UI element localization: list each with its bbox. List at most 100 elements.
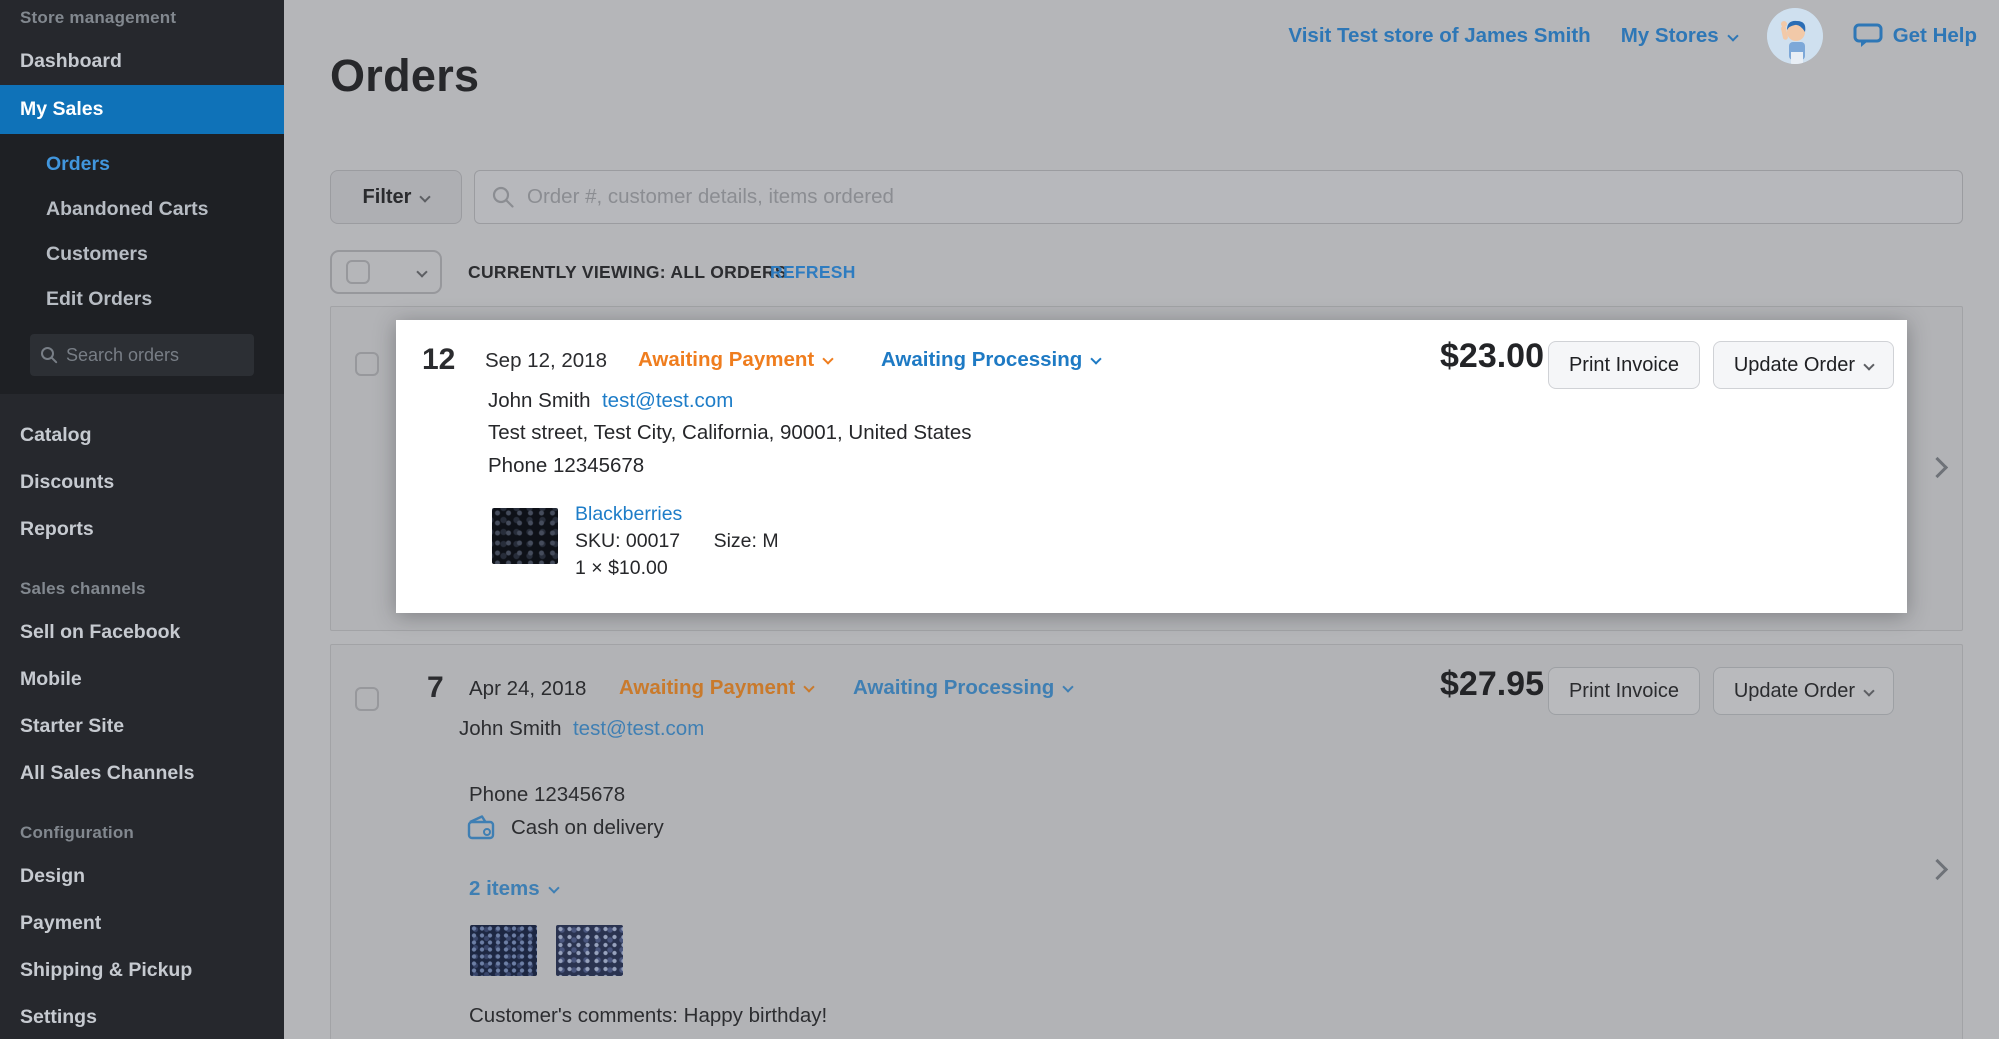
sidebar-item-edit-orders[interactable]: Edit Orders: [46, 288, 153, 310]
refresh-link[interactable]: REFRESH: [770, 262, 856, 282]
visit-store-link[interactable]: Visit Test store of James Smith: [1288, 24, 1591, 47]
order-number: 12: [422, 343, 456, 376]
update-order-label: Update Order: [1733, 353, 1855, 376]
order-date: Apr 24, 2018: [469, 677, 587, 700]
order-number: 7: [427, 671, 444, 704]
wallet-icon: [467, 815, 495, 840]
sidebar-item-shipping-pickup[interactable]: Shipping & Pickup: [20, 959, 193, 981]
avatar[interactable]: [1766, 8, 1823, 64]
sidebar-item-all-sales-channels[interactable]: All Sales Channels: [20, 762, 195, 784]
sidebar-section-sales-channels: Sales channels: [20, 579, 146, 598]
customer-line: John Smith test@test.com: [488, 389, 733, 413]
chevron-down-icon: [419, 191, 432, 203]
order-search-field[interactable]: [474, 170, 1963, 224]
payment-status-dropdown[interactable]: Awaiting Payment: [619, 676, 815, 700]
fulfillment-status-label: Awaiting Processing: [881, 348, 1083, 371]
chevron-down-icon: [1863, 685, 1875, 697]
chevron-down-icon: [547, 882, 560, 894]
customer-phone: Phone 12345678: [469, 783, 626, 806]
fulfillment-status-dropdown[interactable]: Awaiting Processing: [853, 676, 1074, 700]
print-invoice-button[interactable]: Print Invoice: [1547, 667, 1700, 715]
page-title: Orders: [330, 50, 480, 101]
currently-viewing-label: CURRENTLY VIEWING: ALL ORDERS: [468, 262, 787, 282]
sidebar-order-search[interactable]: [30, 334, 254, 376]
chevron-down-icon: [803, 681, 815, 693]
get-help-label: Get Help: [1892, 24, 1977, 47]
my-stores-dropdown[interactable]: My Stores: [1620, 24, 1739, 48]
search-icon: [41, 347, 58, 364]
chevron-down-icon: [1863, 359, 1875, 371]
sidebar-item-settings[interactable]: Settings: [20, 1006, 97, 1028]
order-card-7: 7 Apr 24, 2018 Awaiting Payment Awaiting…: [330, 644, 1963, 1039]
sidebar: Store management Dashboard My Sales Orde…: [0, 0, 284, 1039]
open-order-chevron-icon[interactable]: [1926, 456, 1949, 479]
sidebar-item-starter-site[interactable]: Starter Site: [20, 715, 125, 737]
customer-name: John Smith: [488, 389, 591, 412]
payment-status-dropdown[interactable]: Awaiting Payment: [638, 348, 834, 372]
fulfillment-status-label: Awaiting Processing: [853, 676, 1055, 699]
product-thumbnail[interactable]: [556, 925, 623, 976]
my-stores-label: My Stores: [1620, 24, 1719, 47]
customer-address: Test street, Test City, California, 9000…: [488, 421, 972, 444]
chat-bubble-icon: [1853, 23, 1883, 47]
sidebar-item-abandoned-carts[interactable]: Abandoned Carts: [46, 198, 209, 220]
sidebar-item-dashboard[interactable]: Dashboard: [20, 50, 122, 72]
order-total: $23.00: [1440, 337, 1544, 375]
product-sku-size: SKU: 00017 Size: M: [575, 530, 779, 553]
order-select-checkbox[interactable]: [355, 352, 379, 376]
print-invoice-button[interactable]: Print Invoice: [1547, 341, 1700, 389]
sidebar-item-discounts[interactable]: Discounts: [20, 471, 115, 493]
order-card-12: 12 Sep 12, 2018 Awaiting Payment Awaitin…: [330, 306, 1963, 631]
sidebar-item-design[interactable]: Design: [20, 865, 86, 887]
payment-method-row: Cash on delivery: [465, 813, 664, 843]
select-all-checkbox[interactable]: [346, 260, 370, 284]
customer-email-link[interactable]: test@test.com: [572, 717, 705, 740]
chevron-down-icon: [416, 266, 428, 278]
payment-method-label: Cash on delivery: [511, 816, 664, 839]
my-sales-submenu: Orders Abandoned Carts Customers Edit Or…: [0, 134, 284, 394]
sidebar-search-input[interactable]: [66, 344, 244, 366]
sidebar-item-reports[interactable]: Reports: [20, 518, 94, 540]
filter-label: Filter: [362, 185, 412, 208]
customer-phone: Phone 12345678: [488, 454, 645, 477]
fulfillment-status-dropdown[interactable]: Awaiting Processing: [881, 348, 1102, 372]
payment-status-label: Awaiting Payment: [619, 676, 796, 699]
avatar-illustration: [1766, 8, 1823, 64]
items-expand-link[interactable]: 2 items: [469, 877, 560, 901]
sidebar-item-my-sales[interactable]: My Sales: [0, 85, 284, 134]
customer-comments: Customer's comments: Happy birthday!: [469, 1004, 828, 1027]
update-order-button[interactable]: Update Order: [1712, 667, 1894, 715]
order-select-checkbox[interactable]: [355, 687, 379, 711]
product-sku: SKU: 00017: [575, 530, 681, 552]
order-date: Sep 12, 2018: [485, 349, 607, 372]
sidebar-item-catalog[interactable]: Catalog: [20, 424, 92, 446]
payment-status-label: Awaiting Payment: [638, 348, 815, 371]
chevron-down-icon: [1727, 30, 1739, 42]
sidebar-item-orders[interactable]: Orders: [46, 153, 110, 175]
get-help-link[interactable]: Get Help: [1853, 23, 1977, 49]
product-thumbnail[interactable]: [492, 508, 558, 564]
filter-button[interactable]: Filter: [330, 170, 462, 224]
sidebar-item-sell-on-facebook[interactable]: Sell on Facebook: [20, 621, 181, 643]
items-count-label: 2 items: [469, 877, 540, 900]
select-all-control[interactable]: [330, 250, 442, 294]
product-thumbnail[interactable]: [470, 925, 537, 976]
order-search-input[interactable]: [527, 185, 1946, 209]
update-order-button[interactable]: Update Order: [1712, 341, 1894, 389]
chevron-down-icon: [1062, 681, 1074, 693]
sidebar-section-configuration: Configuration: [20, 823, 135, 842]
main-content: Visit Test store of James Smith My Store…: [284, 0, 1999, 1039]
customer-name: John Smith: [459, 717, 562, 740]
open-order-chevron-icon[interactable]: [1926, 858, 1949, 881]
update-order-label: Update Order: [1733, 679, 1855, 702]
customer-email-link[interactable]: test@test.com: [601, 389, 734, 412]
chevron-down-icon: [822, 353, 834, 365]
product-name-link[interactable]: Blackberries: [575, 503, 683, 525]
product-size: Size: M: [713, 530, 779, 552]
customer-line: John Smith test@test.com: [459, 717, 704, 741]
sidebar-item-mobile[interactable]: Mobile: [20, 668, 82, 690]
search-icon: [492, 186, 514, 208]
top-bar: Visit Test store of James Smith My Store…: [1288, 8, 1977, 64]
sidebar-item-customers[interactable]: Customers: [46, 243, 148, 265]
sidebar-item-payment[interactable]: Payment: [20, 912, 102, 934]
